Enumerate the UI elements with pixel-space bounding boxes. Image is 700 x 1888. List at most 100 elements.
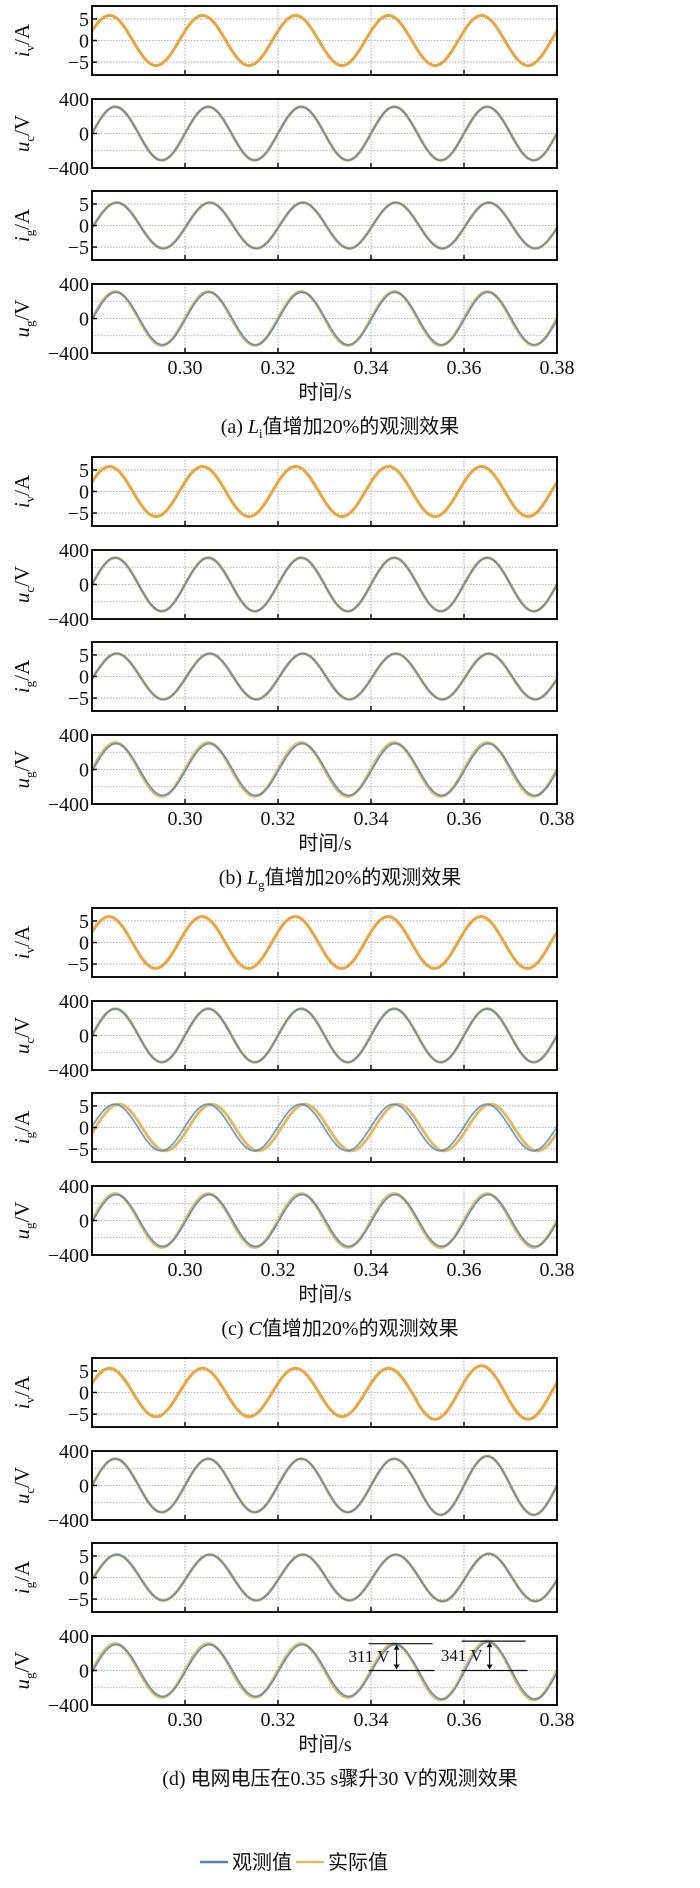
y-tick-label: −5 bbox=[68, 1139, 89, 1161]
x-tick-label: 0.36 bbox=[447, 357, 482, 379]
panel-ug: 400 0 −400 ug/V bbox=[10, 725, 558, 816]
y-label-subscript: c bbox=[22, 136, 37, 142]
series-group bbox=[92, 915, 557, 970]
panel-ug: 400 0 −400 ug/V bbox=[10, 1176, 558, 1267]
caption-subscript: g bbox=[258, 877, 265, 892]
y-axis-label: iv/A bbox=[10, 23, 37, 57]
y-tick-label: −400 bbox=[48, 609, 89, 631]
y-label-symbol: u bbox=[10, 1494, 34, 1505]
y-tick-label: −5 bbox=[68, 52, 89, 74]
y-label-symbol: u bbox=[10, 778, 34, 789]
y-tick-label: 400 bbox=[59, 89, 89, 111]
y-tick-label: −5 bbox=[68, 1589, 89, 1611]
y-label-symbol: i bbox=[10, 502, 34, 508]
y-label-symbol: u bbox=[10, 1229, 34, 1240]
y-label-symbol: u bbox=[10, 1679, 34, 1690]
x-tick-label: 0.30 bbox=[168, 1709, 203, 1731]
series-line-observed bbox=[92, 1552, 557, 1603]
y-label-symbol: u bbox=[10, 327, 34, 338]
series-line-observed bbox=[92, 105, 557, 162]
x-tick-label: 0.34 bbox=[354, 1709, 389, 1731]
x-tick-label: 0.38 bbox=[540, 1259, 575, 1281]
x-axis-label: 时间/s bbox=[298, 381, 352, 404]
y-label-subscript: c bbox=[22, 1488, 37, 1494]
y-label-unit: /A bbox=[10, 474, 34, 496]
series-group bbox=[92, 1552, 557, 1603]
panel-uc: 400 0 −400 uc/V bbox=[10, 1441, 558, 1532]
y-label-subscript: g bbox=[22, 229, 37, 236]
subfigure-caption: (d) 电网电压在0.35 s骤升30 V的观测效果 bbox=[162, 1767, 518, 1790]
legend-label-actual: 实际值 bbox=[328, 1851, 388, 1874]
y-tick-label: −5 bbox=[68, 954, 89, 976]
annotation-arrowhead-down bbox=[486, 1664, 493, 1670]
y-axis-label: ig/A bbox=[10, 1110, 37, 1144]
series-group bbox=[92, 464, 557, 519]
y-label-subscript: g bbox=[22, 771, 37, 778]
subfigure-b: 50−5iv/A4000−400uc/V50−5ig/A4000−400ug/V… bbox=[10, 456, 575, 892]
y-label-unit: /A bbox=[10, 208, 34, 230]
y-label-subscript: g bbox=[22, 1581, 37, 1588]
y-label-symbol: u bbox=[10, 1044, 34, 1055]
series-line-observed bbox=[92, 1193, 557, 1248]
y-tick-label: 400 bbox=[59, 540, 89, 562]
y-label-subscript: g bbox=[22, 680, 37, 687]
y-tick-label: 5 bbox=[79, 194, 89, 216]
y-tick-label: −5 bbox=[68, 1404, 89, 1426]
y-axis-label: ug/V bbox=[10, 300, 37, 338]
series-line-observed bbox=[92, 1103, 557, 1152]
panel-iv: 50−5 iv/A bbox=[10, 5, 558, 76]
x-tick-label: 0.32 bbox=[261, 1709, 296, 1731]
y-tick-label: 0 bbox=[79, 1026, 89, 1048]
series-line-observed bbox=[92, 556, 557, 613]
series-line-observed bbox=[92, 14, 557, 67]
y-label-subscript: g bbox=[22, 1131, 37, 1138]
y-tick-label: 5 bbox=[79, 1361, 89, 1383]
panel-uc: 400 0 −400 uc/V bbox=[10, 89, 558, 180]
x-tick-label: 0.30 bbox=[168, 357, 203, 379]
y-tick-label: 0 bbox=[79, 1661, 89, 1683]
y-axis-label: ig/A bbox=[10, 659, 37, 693]
caption-suffix: 电网电压在0.35 s骤升30 V的观测效果 bbox=[191, 1767, 518, 1790]
x-tick-label: 0.38 bbox=[540, 808, 575, 830]
y-tick-label: −400 bbox=[48, 1060, 89, 1082]
x-tick-label: 0.30 bbox=[168, 808, 203, 830]
series-group bbox=[92, 741, 557, 798]
y-label-subscript: c bbox=[22, 587, 37, 593]
y-label-symbol: u bbox=[10, 142, 34, 153]
panel-uc: 400 0 −400 uc/V bbox=[10, 540, 558, 631]
x-axis-label: 时间/s bbox=[298, 832, 352, 855]
x-tick-label: 0.30 bbox=[168, 1259, 203, 1281]
series-line-observed bbox=[92, 465, 557, 518]
x-tick-label: 0.36 bbox=[447, 808, 482, 830]
y-axis-label: ig/A bbox=[10, 208, 37, 242]
y-axis-label: ug/V bbox=[10, 1202, 37, 1240]
y-tick-label: 0 bbox=[79, 667, 89, 689]
y-axis-label: iv/A bbox=[10, 474, 37, 508]
y-tick-label: −400 bbox=[48, 1695, 89, 1717]
y-axis-label: ig/A bbox=[10, 1560, 37, 1594]
y-label-unit: /V bbox=[10, 1467, 34, 1488]
y-label-unit: /V bbox=[10, 300, 34, 321]
y-tick-label: 5 bbox=[79, 1096, 89, 1118]
caption-prefix: (d) bbox=[162, 1768, 190, 1790]
y-tick-label: −400 bbox=[48, 1510, 89, 1532]
y-tick-label: 0 bbox=[79, 933, 89, 955]
caption-suffix: 值增加20%的观测效果 bbox=[262, 1317, 459, 1340]
panel-ug: 400 0 −400 ug/V bbox=[10, 274, 558, 365]
series-group bbox=[92, 1192, 557, 1249]
series-line-observed bbox=[92, 742, 557, 797]
y-label-symbol: i bbox=[10, 1403, 34, 1409]
y-label-symbol: i bbox=[10, 1588, 34, 1594]
y-label-unit: /V bbox=[10, 751, 34, 772]
y-tick-label: 5 bbox=[79, 911, 89, 933]
y-axis-label: uc/V bbox=[10, 115, 37, 152]
y-tick-label: 0 bbox=[79, 216, 89, 238]
y-label-subscript: v bbox=[22, 946, 37, 953]
y-tick-label: 0 bbox=[79, 760, 89, 782]
y-tick-label: −400 bbox=[48, 158, 89, 180]
y-tick-label: 5 bbox=[79, 1546, 89, 1568]
y-tick-label: 400 bbox=[59, 725, 89, 747]
y-label-symbol: i bbox=[10, 51, 34, 57]
x-tick-label: 0.36 bbox=[447, 1709, 482, 1731]
series-group bbox=[92, 652, 557, 701]
